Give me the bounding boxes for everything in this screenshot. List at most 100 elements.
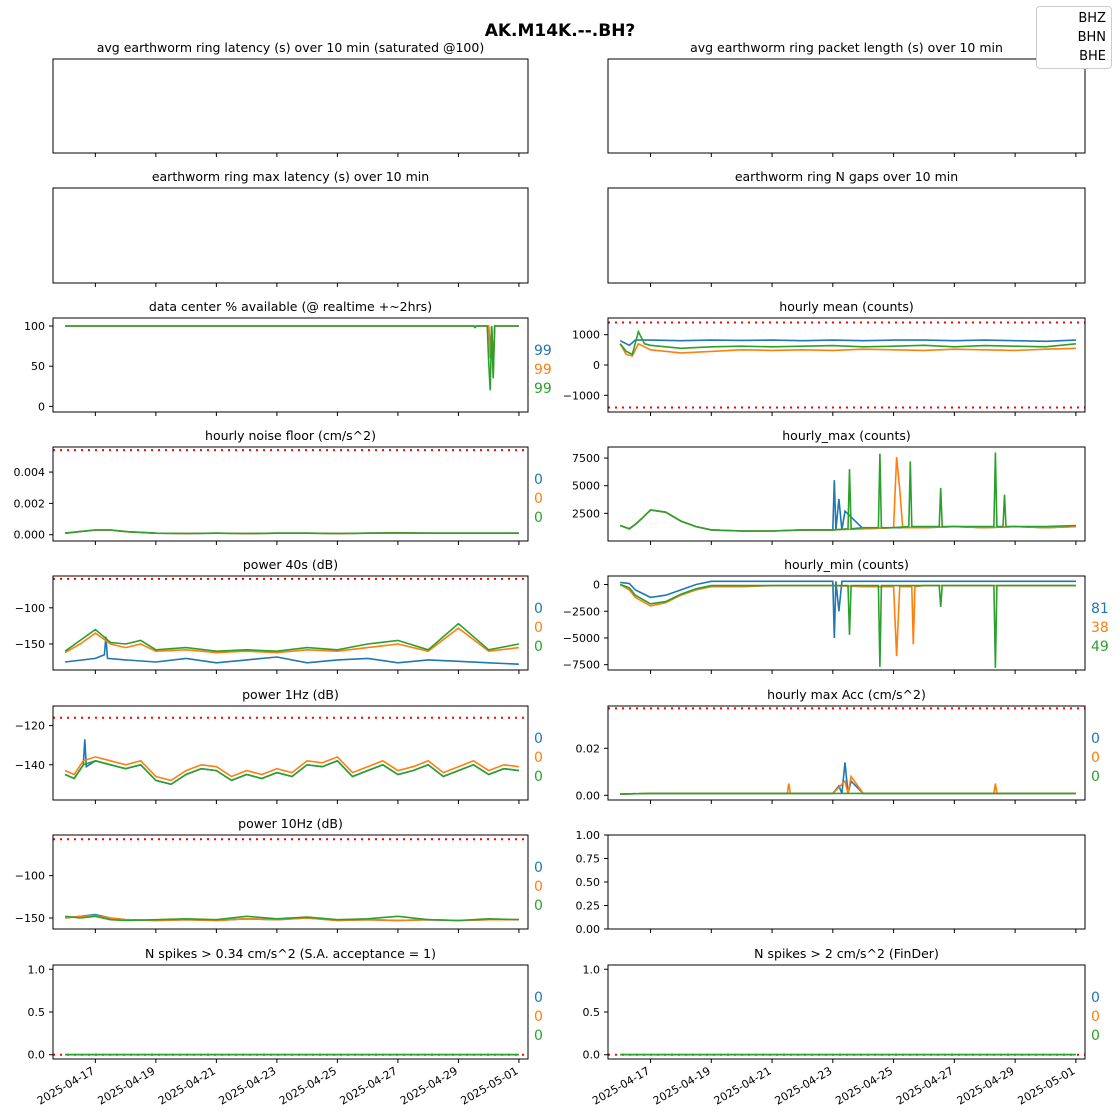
series-line-bhn — [620, 774, 1076, 795]
subplot-title: hourly noise floor (cm/s^2) — [205, 428, 376, 443]
axes-frame — [607, 575, 1086, 671]
series-line-bhe — [64, 759, 519, 786]
legend-item-bhz: BHZ — [1078, 11, 1106, 26]
legend: BHZ BHN BHE — [1036, 6, 1112, 69]
y-tick-label: −150 — [15, 912, 45, 925]
series-line-bhz — [65, 325, 519, 367]
x-tick-label: 2025-04-19 — [651, 1064, 713, 1107]
subplot-4: earthworm ring N gaps over 10 min — [607, 169, 1086, 287]
series-line-bhn — [619, 342, 1076, 357]
subplot-title: hourly max Acc (cm/s^2) — [767, 687, 926, 702]
subplot-6: hourly mean (counts) −1000 0 1000 — [563, 299, 1086, 416]
side-value-bhz: 99 — [534, 343, 552, 359]
y-tick-label: 5000 — [572, 480, 600, 493]
series-line-bhe — [620, 792, 1076, 795]
y-tick-label: −100 — [15, 602, 45, 615]
subplot-title: avg earthworm ring packet length (s) ove… — [690, 40, 1003, 55]
side-value-bhe: 0 — [1091, 769, 1100, 785]
series-line-bhn — [65, 325, 519, 375]
legend-item-bhn: BHN — [1077, 30, 1106, 45]
series-line-bhn — [64, 755, 519, 782]
x-tick-label: 2025-04-27 — [894, 1064, 956, 1107]
subplot-title: data center % available (@ realtime +~2h… — [149, 299, 432, 314]
side-value-bhn: 0 — [534, 491, 543, 507]
subplot-title: hourly mean (counts) — [779, 299, 913, 314]
side-value-bhn: 0 — [534, 620, 543, 636]
y-tick-label: 0.00 — [576, 923, 601, 936]
y-tick-label: −100 — [15, 870, 45, 883]
side-value-bhe: 0 — [1091, 1028, 1100, 1044]
side-value-bhe: 0 — [534, 898, 543, 914]
series-line-bhz — [65, 636, 519, 665]
y-tick-label: 0.5 — [28, 1006, 46, 1019]
side-value-bhn: 0 — [534, 879, 543, 895]
axes-frame — [607, 964, 1086, 1060]
subplot-5: data center % available (@ realtime +~2h… — [24, 299, 552, 416]
y-tick-label: 0.002 — [14, 497, 46, 510]
series-line-bhz — [619, 339, 1076, 347]
y-tick-label: 7500 — [572, 452, 600, 465]
series-line-bhe — [65, 325, 519, 391]
y-tick-label: 0.02 — [576, 742, 601, 755]
subplot-3: earthworm ring max latency (s) over 10 m… — [52, 169, 529, 287]
axes-frame — [607, 317, 1086, 413]
y-tick-label: −7500 — [563, 659, 600, 672]
subplot-title: hourly_min (counts) — [784, 557, 909, 572]
side-value-bhz: 81 — [1091, 601, 1109, 617]
y-tick-label: 0.5 — [583, 1006, 601, 1019]
subplot-grid: avg earthworm ring latency (s) over 10 m… — [14, 40, 1109, 1108]
x-tick-label: 2025-04-17 — [590, 1064, 652, 1107]
subplot-15: N spikes > 0.34 cm/s^2 (S.A. acceptance … — [28, 946, 543, 1108]
y-tick-label: −1000 — [563, 389, 600, 402]
side-value-bhz: 0 — [534, 472, 543, 488]
subplot-title: earthworm ring max latency (s) over 10 m… — [152, 169, 429, 184]
side-value-bhz: 0 — [1091, 731, 1100, 747]
y-tick-label: 2500 — [572, 507, 600, 520]
axes-frame — [607, 187, 1086, 284]
side-value-bhn: 0 — [1091, 1009, 1100, 1025]
side-value-bhn: 0 — [534, 750, 543, 766]
y-tick-label: 0.0 — [583, 1049, 601, 1062]
subplot-title: earthworm ring N gaps over 10 min — [735, 169, 958, 184]
side-value-bhz: 0 — [534, 731, 543, 747]
subplot-7: hourly noise floor (cm/s^2) 0.000 0.002 0.0… — [14, 428, 543, 545]
series-line-bhe — [65, 915, 519, 922]
side-value-bhn: 38 — [1091, 620, 1109, 636]
subplot-12: hourly max Acc (cm/s^2) 0.00 0.02 0 0 0 — [576, 687, 1100, 804]
subplot-title: power 1Hz (dB) — [242, 687, 339, 702]
x-tick-label: 2025-04-29 — [955, 1064, 1017, 1107]
y-tick-label: 0.25 — [576, 900, 601, 913]
side-value-bhz: 0 — [534, 990, 543, 1006]
x-tick-label: 2025-05-01 — [1016, 1064, 1078, 1107]
y-tick-label: 0 — [38, 400, 45, 413]
x-tick-label: 2025-04-21 — [156, 1064, 218, 1107]
y-tick-label: 0.004 — [14, 466, 46, 479]
series-line-bhz — [64, 739, 519, 786]
side-value-bhz: 0 — [534, 860, 543, 876]
side-value-bhe: 0 — [534, 1028, 543, 1044]
y-tick-label: 50 — [31, 360, 45, 373]
subplot-title: power 10Hz (dB) — [238, 816, 343, 831]
series-line-bhe — [619, 329, 1076, 356]
axes-frame — [607, 705, 1086, 801]
series-line-bhe — [619, 583, 1076, 668]
x-tick-label: 2025-04-27 — [338, 1064, 400, 1107]
side-value-bhn: 99 — [534, 362, 552, 378]
subplot-title: hourly_max (counts) — [782, 428, 911, 443]
axes-frame — [607, 446, 1086, 542]
y-tick-label: 0.0 — [28, 1049, 46, 1062]
axes-frame — [52, 964, 529, 1060]
y-tick-label: −2500 — [563, 605, 600, 618]
y-tick-label: 1.0 — [28, 963, 46, 976]
series-line-bhz — [620, 580, 1076, 639]
subplot-title: power 40s (dB) — [243, 557, 338, 572]
legend-item-bhe: BHE — [1079, 49, 1106, 64]
axes-frame — [52, 575, 529, 671]
x-tick-label: 2025-04-29 — [398, 1064, 460, 1107]
x-tick-label: 2025-05-01 — [459, 1064, 521, 1107]
side-value-bhe: 0 — [534, 769, 543, 785]
series-line-bhe — [64, 622, 520, 653]
x-tick-label: 2025-04-25 — [833, 1064, 895, 1107]
side-value-bhe: 0 — [534, 510, 543, 526]
